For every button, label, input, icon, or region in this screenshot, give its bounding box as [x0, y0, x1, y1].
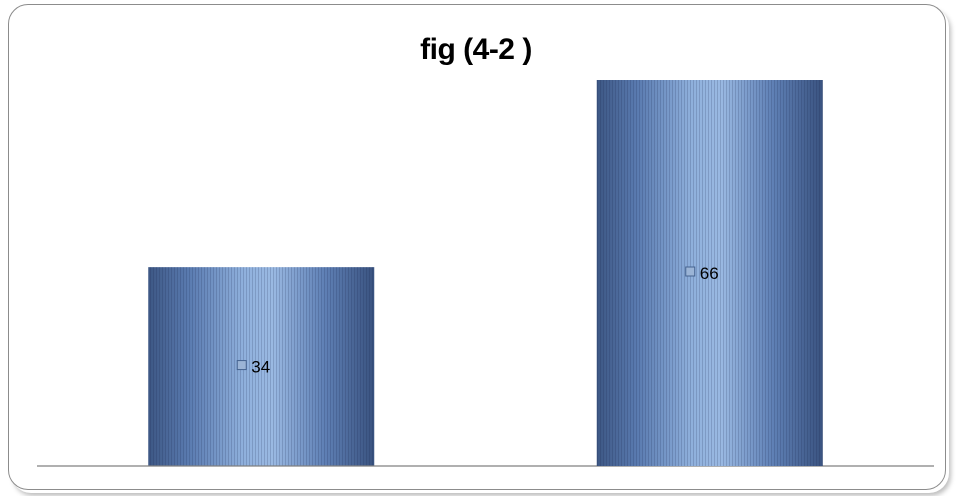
bar-texture-1: [148, 267, 375, 466]
chart-title: fig (4-2 ): [420, 33, 532, 66]
data-label-2: 66: [700, 264, 719, 283]
data-label-1: 34: [251, 358, 270, 377]
data-label-key-1: [236, 360, 247, 371]
data-label-key-2: [685, 266, 696, 277]
bar-texture-2: [596, 80, 823, 466]
